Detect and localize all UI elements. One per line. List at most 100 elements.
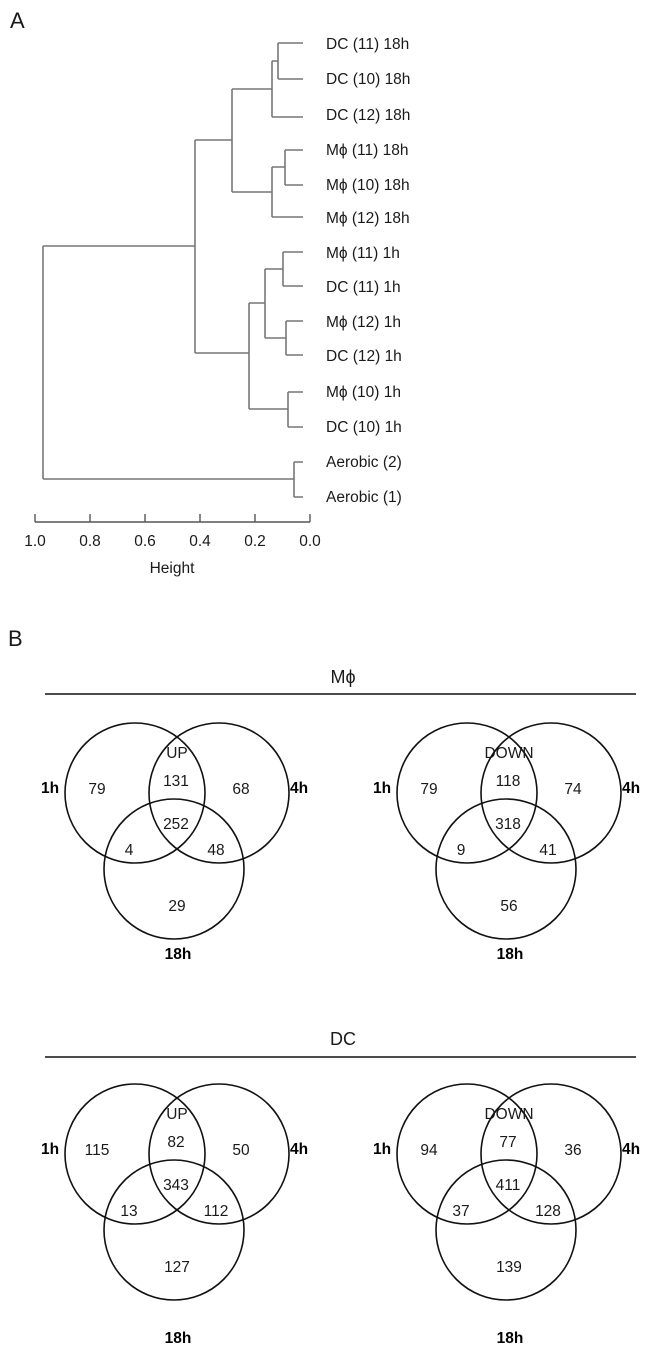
venn-count: 79 (88, 781, 105, 798)
leaf-label: Mϕ (12) 18h (326, 210, 410, 227)
venn-circle-18h (435, 798, 577, 940)
venn-direction-label: UP (166, 1106, 188, 1123)
venn-mphi-down: 1h 4h 18h 79 118 74 318 9 41 56 (373, 722, 640, 963)
dendrogram-branch (42, 245, 294, 480)
venn-count: 131 (163, 773, 189, 790)
venn-count: 48 (207, 842, 224, 859)
venn-count: 118 (496, 773, 521, 790)
section-title-dc: DC (330, 1029, 356, 1049)
venn-count: 318 (495, 816, 521, 833)
venn-count: 128 (535, 1203, 561, 1220)
venn-count: 115 (85, 1142, 110, 1159)
leaf-label: DC (11) 1h (326, 279, 401, 296)
venn-count: 139 (496, 1259, 522, 1276)
dendrogram-branch (284, 149, 303, 186)
venn-circle-18h (103, 1159, 245, 1301)
venn-count: 94 (420, 1142, 438, 1159)
venn-count: 112 (204, 1203, 229, 1220)
venn-count: 79 (420, 781, 437, 798)
axis-tick-label: 0.4 (189, 533, 211, 550)
leaf-label: Aerobic (1) (326, 489, 402, 506)
dendrogram-branch (231, 88, 272, 193)
venn-count: 411 (496, 1177, 521, 1194)
venn-set-label: 4h (290, 780, 308, 797)
leaf-label: Mϕ (11) 1h (326, 245, 400, 262)
axis-tick-label: 0.8 (79, 533, 101, 550)
venn-count: 50 (232, 1142, 250, 1159)
venn-count: 343 (163, 1177, 189, 1194)
venn-circle-4h (480, 722, 622, 864)
venn-circle-4h (148, 722, 290, 864)
venn-circle-18h (103, 798, 245, 940)
leaf-label: Mϕ (10) 18h (326, 177, 410, 194)
dendrogram-branch (271, 60, 303, 118)
leaf-label: DC (12) 1h (326, 348, 402, 365)
venn-set-label: 1h (41, 1141, 59, 1158)
venn-set-label: 4h (622, 780, 640, 797)
venn-count: 82 (167, 1134, 184, 1151)
axis-tick-label: 0.6 (134, 533, 156, 550)
leaf-label: Aerobic (2) (326, 454, 402, 471)
leaf-label: Mϕ (12) 1h (326, 314, 401, 331)
height-axis: 1.0 0.8 0.6 0.4 0.2 0.0 Height (24, 514, 321, 577)
leaf-label: Mϕ (11) 18h (326, 142, 408, 159)
venn-set-label: 18h (497, 1330, 524, 1347)
venn-direction-label: UP (166, 745, 188, 762)
section-title-mphi: Mϕ (330, 667, 355, 687)
venn-set-label: 18h (165, 1330, 192, 1347)
axis-tick-label: 0.0 (299, 533, 321, 550)
venn-set-label: 4h (290, 1141, 308, 1158)
panel-a-letter: A (10, 8, 25, 33)
venn-count: 252 (163, 816, 189, 833)
leaf-label: DC (10) 18h (326, 71, 410, 88)
leaf-label: DC (12) 18h (326, 107, 410, 124)
dendrogram-branch (287, 391, 303, 428)
venn-count: 4 (125, 842, 134, 859)
venn-dc-down: 1h 4h 18h 94 77 36 411 37 128 139 (373, 1083, 640, 1347)
dendrogram-branch (282, 251, 303, 287)
venn-count: 37 (452, 1203, 469, 1220)
venn-circle-1h (396, 722, 538, 864)
dendrogram-branch (277, 42, 303, 80)
venn-count: 77 (499, 1134, 516, 1151)
venn-dc-up: 1h 4h 18h 115 82 50 343 13 112 127 (41, 1083, 308, 1347)
dendrogram-branch (271, 166, 303, 218)
venn-set-label: 1h (373, 780, 391, 797)
venn-circle-18h (435, 1159, 577, 1301)
venn-count: 56 (500, 898, 517, 915)
venn-set-label: 18h (165, 946, 192, 963)
dendrogram-branch (293, 461, 303, 498)
venn-set-label: 4h (622, 1141, 640, 1158)
dendrogram (42, 42, 303, 498)
venn-count: 9 (457, 842, 466, 859)
panel-b-letter: B (8, 626, 23, 651)
venn-direction-label: DOWN (484, 1106, 533, 1123)
venn-direction-label: DOWN (484, 745, 533, 762)
venn-circle-1h (396, 1083, 538, 1225)
dendrogram-branch (285, 320, 303, 356)
venn-count: 13 (120, 1203, 137, 1220)
venn-count: 127 (164, 1259, 190, 1276)
venn-count: 29 (168, 898, 185, 915)
venn-count: 68 (232, 781, 249, 798)
venn-set-label: 1h (373, 1141, 391, 1158)
dendrogram-branch (248, 302, 288, 410)
venn-set-label: 1h (41, 780, 59, 797)
axis-tick-label: 1.0 (24, 533, 46, 550)
leaf-label: DC (11) 18h (326, 36, 409, 53)
leaf-label: Mϕ (10) 1h (326, 384, 401, 401)
venn-circle-4h (148, 1083, 290, 1225)
dendrogram-branch (194, 139, 249, 354)
venn-circle-1h (64, 722, 206, 864)
venn-circle-4h (480, 1083, 622, 1225)
venn-set-label: 18h (497, 946, 524, 963)
axis-title: Height (150, 560, 195, 577)
axis-tick-label: 0.2 (244, 533, 266, 550)
venn-count: 41 (539, 842, 556, 859)
dendrogram-leaf-labels: DC (11) 18h DC (10) 18h DC (12) 18h Mϕ (… (326, 36, 410, 506)
venn-mphi-up: 1h 4h 18h 79 131 68 252 4 48 29 (41, 722, 308, 963)
venn-count: 36 (564, 1142, 581, 1159)
venn-circle-1h (64, 1083, 206, 1225)
leaf-label: DC (10) 1h (326, 419, 402, 436)
